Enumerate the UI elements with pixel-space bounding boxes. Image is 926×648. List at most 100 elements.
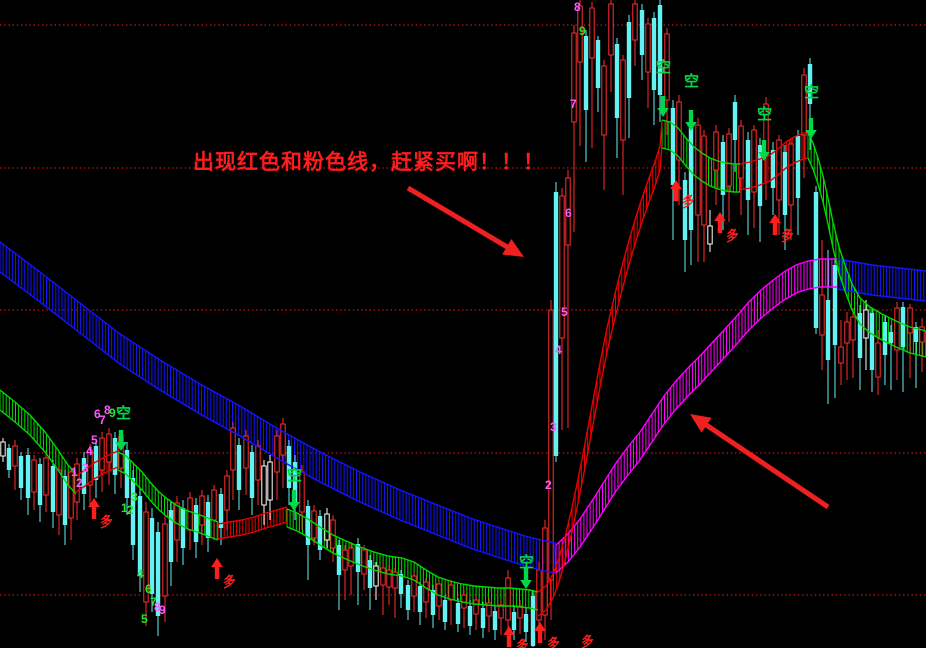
candle <box>919 318 925 372</box>
candle <box>448 580 454 625</box>
callout-arrow-shaft <box>700 419 830 510</box>
candle <box>757 138 763 242</box>
bar-count-number: 8 <box>154 600 161 614</box>
candle <box>292 455 298 520</box>
bar-count-number: 3 <box>550 420 557 434</box>
bar-count-number: 1 <box>71 465 78 479</box>
candle <box>614 38 620 158</box>
candle <box>130 470 136 560</box>
candle <box>701 130 707 262</box>
magenta-band-hatch <box>555 259 836 573</box>
candle <box>62 470 68 545</box>
candle <box>738 120 744 215</box>
candle <box>467 600 473 635</box>
trend-band-segment-edges <box>75 450 119 493</box>
candle <box>882 315 888 385</box>
candle <box>639 4 645 80</box>
bar-count-number: 9 <box>109 406 116 420</box>
trend-band-segment-edges <box>537 121 663 617</box>
candle <box>461 590 467 628</box>
down-arrow-icon <box>657 96 669 117</box>
candle <box>863 300 869 370</box>
candle <box>50 460 56 528</box>
candle <box>180 500 186 565</box>
blue-band-right-edges <box>836 258 926 302</box>
candle <box>645 18 651 108</box>
trend-band-segment-edges <box>286 508 539 611</box>
band-edge-layer <box>0 119 926 617</box>
candle <box>632 0 638 66</box>
long-signal-label: 多 <box>578 632 595 648</box>
long-signal-label: 多 <box>778 226 795 244</box>
candle <box>392 568 398 618</box>
candle <box>168 502 174 586</box>
candle <box>888 325 894 390</box>
bar-count-number: 4 <box>86 444 93 458</box>
trend-band-segment-edges <box>117 451 219 541</box>
callout-layer <box>406 185 830 510</box>
candle <box>442 595 448 630</box>
trend-band-segment-hatch <box>0 390 75 493</box>
candle <box>56 465 62 535</box>
up-arrow-icon <box>211 558 223 579</box>
bar-count-number: 5 <box>91 433 98 447</box>
candle <box>18 452 24 500</box>
candle <box>218 488 224 545</box>
candle <box>0 438 6 462</box>
candle <box>436 580 442 620</box>
short-signal-label: 空 <box>116 404 131 422</box>
up-arrow-icon <box>88 498 100 519</box>
short-signal-label: 空 <box>519 553 534 571</box>
short-signal-label: 空 <box>757 105 772 123</box>
candle <box>361 545 367 590</box>
candle <box>81 452 87 510</box>
candle <box>37 458 43 522</box>
candle <box>517 600 523 634</box>
candle <box>589 2 595 148</box>
candle <box>355 538 361 605</box>
trend-band-segment-edges <box>807 131 926 358</box>
candle <box>43 452 49 512</box>
candle <box>311 505 317 545</box>
bar-count-number: 5 <box>141 612 148 626</box>
candle <box>601 60 607 190</box>
candle <box>782 145 788 250</box>
down-arrow-icon <box>288 490 300 511</box>
candle <box>720 135 726 230</box>
candle <box>455 598 461 632</box>
candle <box>788 138 794 240</box>
candle <box>187 492 193 550</box>
candle <box>405 580 411 620</box>
candle <box>542 520 548 640</box>
annotation-text: 出现红色和粉色线，赶紧买啊！！！ <box>193 151 545 174</box>
up-arrow-icon <box>769 214 781 235</box>
down-arrow-icon <box>115 430 127 451</box>
candle <box>99 432 105 492</box>
candle <box>670 100 676 240</box>
candle <box>559 188 565 430</box>
trend-band-segment-edges <box>661 119 740 193</box>
candle <box>776 135 782 235</box>
candle <box>492 605 498 640</box>
candle <box>305 500 311 580</box>
bar-count-number: 6 <box>565 206 572 220</box>
candle <box>417 582 423 625</box>
long-signal-label: 多 <box>723 226 740 244</box>
long-signal-label: 多 <box>513 636 530 648</box>
blue-band-left-hatch <box>0 242 556 573</box>
candle <box>620 55 626 195</box>
candle <box>825 250 831 404</box>
blue-band-left-edges <box>0 241 557 574</box>
candle <box>249 445 255 515</box>
candle <box>745 132 751 235</box>
candle <box>367 555 373 610</box>
candle <box>162 516 168 622</box>
candle <box>93 440 99 498</box>
bar-count-number: 3 <box>82 461 89 475</box>
long-signal-label: 多 <box>220 572 237 590</box>
candle <box>25 448 31 515</box>
candle <box>286 440 292 505</box>
